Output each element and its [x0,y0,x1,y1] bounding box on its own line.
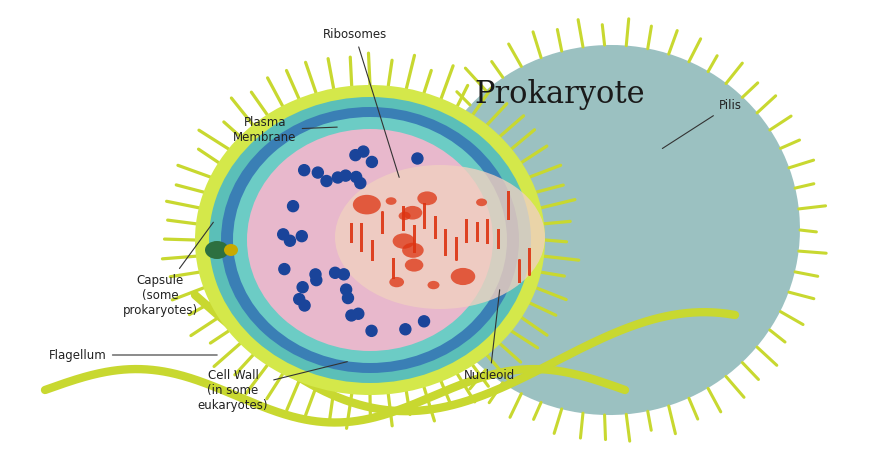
Ellipse shape [209,97,530,383]
Ellipse shape [392,233,414,249]
Ellipse shape [417,191,436,205]
Circle shape [338,269,349,280]
Circle shape [354,177,366,189]
Ellipse shape [195,85,544,395]
Ellipse shape [334,165,544,309]
Text: Flagellum: Flagellum [49,349,217,361]
Circle shape [345,310,357,321]
Circle shape [342,293,353,303]
Circle shape [310,275,322,286]
Text: Cell Wall
(in some
eukaryotes): Cell Wall (in some eukaryotes) [198,362,347,412]
Ellipse shape [205,241,229,259]
Circle shape [309,269,321,280]
Text: Pilis: Pilis [662,99,740,148]
Ellipse shape [402,206,422,219]
Text: Ribosomes: Ribosomes [323,29,399,177]
Circle shape [296,230,307,242]
Ellipse shape [401,243,423,258]
Circle shape [352,308,363,319]
Ellipse shape [398,212,410,220]
Circle shape [411,153,423,164]
Text: Capsule
(some
prokaryotes): Capsule (some prokaryotes) [122,222,213,317]
Circle shape [341,284,351,295]
Ellipse shape [247,129,493,351]
Circle shape [366,156,377,167]
Circle shape [321,176,332,187]
Circle shape [284,235,295,246]
Ellipse shape [404,259,423,272]
Circle shape [329,267,341,278]
Circle shape [418,316,429,327]
Circle shape [350,171,361,183]
Circle shape [312,167,323,178]
Ellipse shape [221,107,519,373]
Circle shape [297,282,308,293]
Circle shape [299,165,309,176]
Text: Plasma
Membrane: Plasma Membrane [233,116,337,144]
Circle shape [299,300,309,311]
Circle shape [277,229,289,240]
Ellipse shape [427,281,439,289]
Ellipse shape [224,244,238,256]
Circle shape [279,264,290,275]
Ellipse shape [419,45,799,415]
Circle shape [358,146,368,157]
Text: Nucleoid: Nucleoid [464,290,515,382]
Circle shape [293,294,304,305]
Ellipse shape [232,117,506,363]
Ellipse shape [389,277,403,287]
Text: Prokaryote: Prokaryote [474,79,645,111]
Circle shape [287,201,299,212]
Ellipse shape [476,199,486,206]
Ellipse shape [385,197,396,205]
Circle shape [350,150,360,160]
Circle shape [340,170,350,181]
Circle shape [366,325,376,337]
Circle shape [400,324,410,335]
Ellipse shape [352,195,381,214]
Circle shape [332,172,343,183]
Ellipse shape [451,268,475,285]
